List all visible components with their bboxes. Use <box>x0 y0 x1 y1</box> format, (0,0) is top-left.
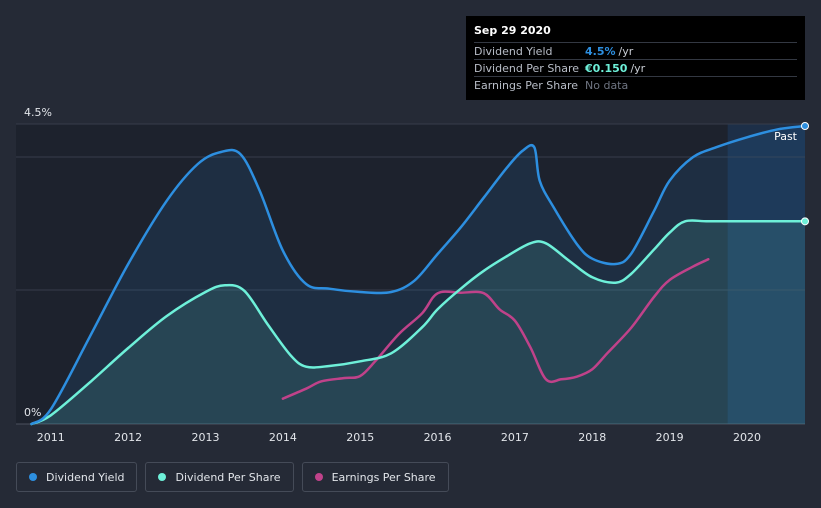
x-tick-label: 2020 <box>733 431 761 444</box>
tooltip-label: Dividend Per Share <box>474 61 580 75</box>
chart-legend: Dividend Yield Dividend Per Share Earnin… <box>16 462 449 492</box>
earnings-per-share-line <box>281 258 710 400</box>
y-tick-label: 0% <box>24 406 41 419</box>
past-label: Past <box>774 130 798 143</box>
legend-item-earnings-per-share[interactable]: Earnings Per Share <box>301 462 449 492</box>
tooltip-row-dividend-per-share: Dividend Per Share €0.150 /yr <box>474 59 797 76</box>
legend-dot-icon <box>158 473 167 481</box>
legend-label: Dividend Yield <box>46 470 125 484</box>
legend-item-dividend-yield[interactable]: Dividend Yield <box>16 462 138 492</box>
legend-item-dividend-per-share[interactable]: Dividend Per Share <box>145 462 294 492</box>
tooltip-row-dividend-yield: Dividend Yield 4.5% /yr <box>474 42 797 59</box>
x-tick-label: 2013 <box>192 431 220 444</box>
past-region <box>727 124 805 424</box>
x-tick-label: 2011 <box>37 431 65 444</box>
tooltip-panel: Sep 29 2020 Dividend Yield 4.5% /yr Divi… <box>466 16 805 100</box>
legend-label: Dividend Per Share <box>175 470 281 484</box>
x-tick-label: 2017 <box>501 431 529 444</box>
dividend-yield-line <box>30 124 807 426</box>
tooltip-unit: /yr <box>630 61 646 75</box>
dividend-yield-end-marker <box>801 122 809 130</box>
x-tick-label: 2014 <box>269 431 297 444</box>
x-tick-label: 2019 <box>656 431 684 444</box>
x-tick-label: 2016 <box>424 431 452 444</box>
dividend-per-share-line <box>30 219 807 426</box>
tooltip-value: €0.150 <box>585 61 628 75</box>
tooltip-label: Dividend Yield <box>474 44 553 58</box>
x-tick-label: 2015 <box>346 431 374 444</box>
tooltip-value: No data <box>585 78 629 92</box>
x-tick-label: 2018 <box>578 431 606 444</box>
legend-dot-icon <box>29 473 37 481</box>
dividend-per-share-area <box>31 220 806 424</box>
tooltip-label: Earnings Per Share <box>474 78 579 92</box>
y-tick-label: 4.5% <box>24 106 52 119</box>
tooltip-date: Sep 29 2020 <box>474 24 551 37</box>
legend-dot-icon <box>314 473 323 481</box>
dividend-per-share-end-marker <box>801 217 809 226</box>
tooltip-value: 4.5% <box>585 44 616 58</box>
tooltip-unit: /yr <box>618 44 634 58</box>
legend-label: Earnings Per Share <box>331 470 436 484</box>
tooltip-row-earnings-per-share: Earnings Per Share No data <box>474 76 797 93</box>
x-tick-label: 2012 <box>114 431 142 444</box>
